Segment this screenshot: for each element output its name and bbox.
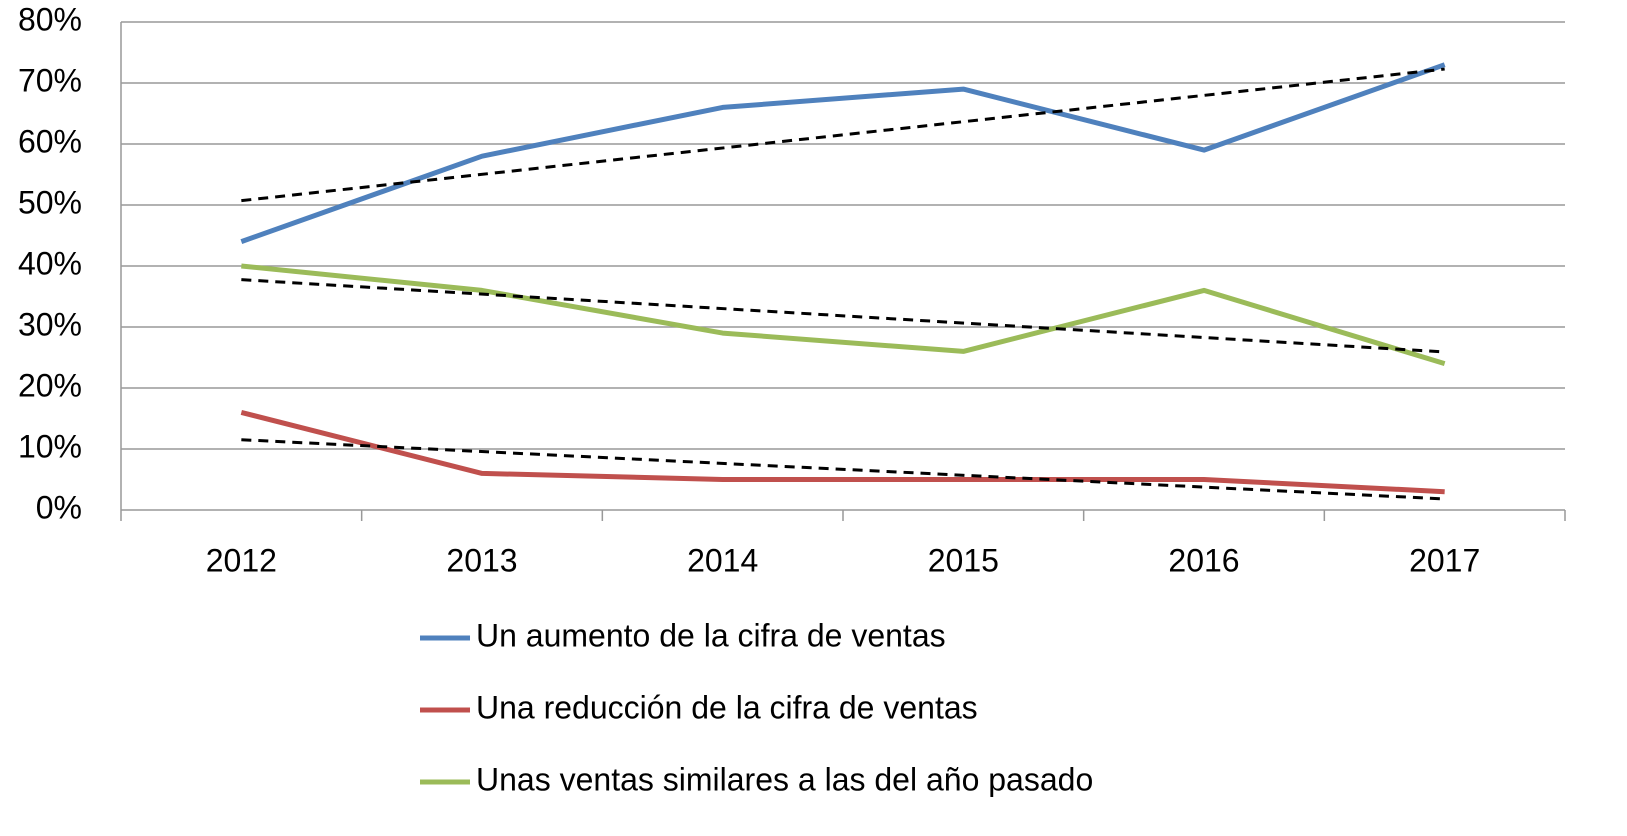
trendline [241,438,1445,501]
legend-label: Unas ventas similares a las del año pasa… [476,761,1093,797]
x-tick-label: 2012 [206,542,277,578]
y-tick-label: 0% [36,489,82,525]
x-tick-label: 2016 [1168,542,1239,578]
x-tick-label: 2015 [928,542,999,578]
x-tick-label: 2013 [446,542,517,578]
x-tick-label: 2017 [1409,542,1480,578]
legend-label: Un aumento de la cifra de ventas [476,617,946,653]
x-tick-label: 2014 [687,542,758,578]
trendline [241,278,1445,354]
series-line [240,62,1446,244]
y-tick-label: 70% [18,62,82,98]
series-line [240,409,1445,495]
y-tick-label: 50% [18,184,82,220]
trendline [241,67,1445,203]
y-tick-label: 20% [18,367,82,403]
y-tick-label: 80% [18,1,82,37]
legend-label: Una reducción de la cifra de ventas [476,689,978,725]
y-tick-label: 30% [18,306,82,342]
y-tick-label: 10% [18,428,82,464]
series-line [241,263,1446,366]
y-tick-label: 40% [18,245,82,281]
y-tick-label: 60% [18,123,82,159]
